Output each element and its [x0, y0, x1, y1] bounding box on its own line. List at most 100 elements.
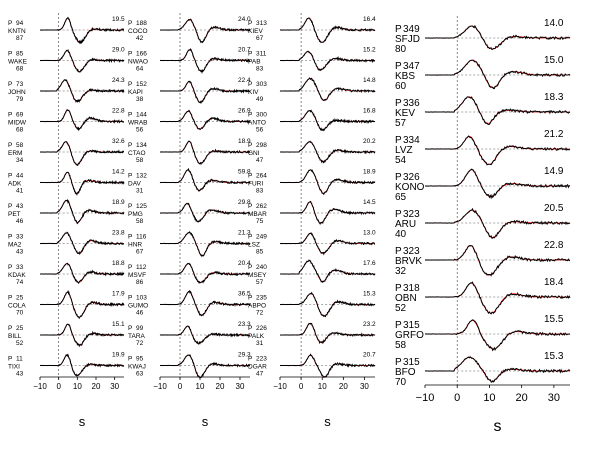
observed-trace [160, 353, 251, 379]
azimuth-label: 240 [256, 264, 267, 271]
amplitude-label: 14.8 [363, 77, 376, 84]
observed-trace [425, 319, 571, 352]
phase-label: P [395, 135, 402, 146]
distance-label: 79 [16, 96, 24, 103]
x-axis-label: s [494, 418, 502, 435]
amplitude-label: 24.0 [238, 16, 251, 23]
synthetic-trace [160, 354, 250, 378]
x-tick-label: 10 [483, 392, 495, 404]
amplitude-label: 22.8 [112, 108, 125, 115]
amplitude-label: 20.7 [363, 352, 376, 359]
station-code: KDAK [8, 272, 26, 279]
phase-label: P [248, 295, 252, 302]
distance-label: 72 [136, 340, 144, 347]
azimuth-label: 144 [136, 112, 147, 119]
x-tick-label: 10 [73, 382, 82, 391]
phase-label: P [128, 142, 132, 149]
distance-label: 43 [16, 371, 24, 378]
azimuth-label: 99 [136, 325, 144, 332]
distance-label: 57 [395, 118, 407, 129]
amplitude-label: 29.0 [112, 47, 125, 54]
observed-trace [279, 77, 376, 102]
azimuth-label: 334 [403, 135, 420, 146]
observed-trace [424, 244, 571, 277]
phase-label: P [8, 356, 12, 363]
x-axis: −10 0 10 20 30 s [153, 376, 250, 429]
distance-label: 74 [16, 279, 24, 286]
azimuth-label: 95 [136, 356, 144, 363]
azimuth-label: 318 [403, 283, 420, 294]
observed-trace [40, 79, 125, 103]
observed-trace [159, 202, 251, 223]
station-code: GNI [248, 150, 260, 157]
distance-label: 57 [256, 279, 264, 286]
amplitude-label: 22.8 [544, 240, 564, 251]
azimuth-label: 326 [403, 172, 420, 183]
observed-trace [279, 109, 376, 132]
station-code: MSEY [248, 272, 267, 279]
distance-label: 31 [136, 188, 144, 195]
phase-label: P [128, 356, 132, 363]
amplitude-label: 14.9 [544, 166, 564, 177]
observed-trace [425, 281, 571, 315]
phase-label: P [128, 264, 132, 271]
amplitude-label: 18.4 [544, 277, 564, 288]
phase-label: P [248, 51, 252, 58]
station-code: DAV [128, 181, 142, 188]
distance-label: 31 [256, 340, 264, 347]
x-tick-label: 20 [92, 382, 101, 391]
x-tick-label: 20 [216, 382, 225, 391]
phase-label: P [128, 295, 132, 302]
azimuth-label: 134 [136, 142, 147, 149]
station-code: KWAJ [128, 364, 146, 371]
distance-label: 56 [136, 127, 144, 134]
azimuth-label: 33 [16, 264, 24, 271]
phase-label: P [395, 24, 402, 35]
amplitude-label: 21.3 [238, 230, 251, 237]
station-code: ANTO [248, 120, 266, 127]
synthetic-trace [280, 110, 375, 131]
station-code: JOHN [8, 89, 26, 96]
observed-trace [159, 109, 251, 131]
distance-label: 87 [16, 35, 24, 42]
azimuth-label: 152 [136, 81, 147, 88]
phase-label: P [248, 20, 252, 27]
azimuth-label: 69 [16, 112, 24, 119]
amplitude-label: 22.4 [238, 77, 251, 84]
azimuth-label: 223 [256, 356, 267, 363]
distance-label: 86 [136, 279, 144, 286]
amplitude-label: 14.0 [544, 18, 564, 29]
station-code: MA2 [8, 242, 22, 249]
phase-label: P [248, 173, 252, 180]
distance-label: 41 [16, 188, 24, 195]
amplitude-label: 16.8 [363, 108, 376, 115]
x-tick-label: 30 [360, 382, 369, 391]
azimuth-label: 347 [403, 61, 420, 72]
observed-trace [279, 169, 376, 196]
amplitude-label: 20.2 [363, 138, 376, 145]
synthetic-trace [425, 135, 570, 165]
azimuth-label: 116 [136, 234, 147, 241]
station-code: NWAO [128, 59, 148, 66]
distance-label: 34 [16, 157, 24, 164]
observed-trace [39, 198, 125, 225]
phase-label: P [128, 203, 132, 210]
phase-label: P [395, 172, 402, 183]
azimuth-label: 44 [16, 173, 24, 180]
observed-trace [279, 200, 376, 225]
distance-label: 58 [136, 218, 144, 225]
station-code: SFJD [395, 34, 420, 45]
